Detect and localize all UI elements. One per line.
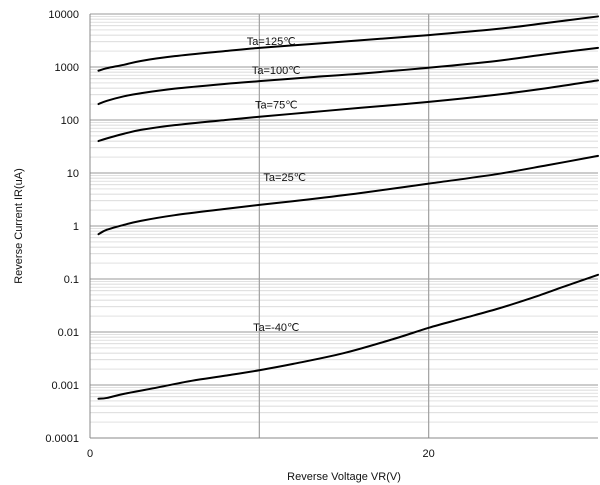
grid — [90, 13, 598, 439]
series-label-0: Ta=125℃ — [247, 36, 296, 48]
y-axis-ticks: 10000 1000 100 10 1 0.1 0.01 0.001 0.0001 — [45, 9, 79, 445]
x-axis-label: Reverse Voltage VR(V) — [287, 471, 401, 483]
series-line-4 — [97, 273, 599, 400]
series-line-1 — [97, 46, 599, 106]
series-group — [97, 15, 599, 400]
y-tick-label: 1000 — [55, 62, 79, 74]
series-line-0 — [97, 15, 599, 72]
series-line-2 — [97, 79, 599, 143]
y-tick-label: 1 — [73, 221, 79, 233]
y-tick-label: 10000 — [48, 9, 79, 21]
x-axis-ticks: 0 20 — [87, 448, 435, 460]
series-label-1: Ta=100℃ — [252, 65, 301, 77]
plot-frame — [89, 14, 598, 439]
y-tick-label: 0.001 — [51, 380, 79, 392]
y-tick-label: 100 — [61, 115, 79, 127]
series-label-4: Ta=-40℃ — [253, 322, 299, 334]
y-axis-label: Reverse Current IR(uA) — [13, 168, 25, 284]
series-label-3: Ta=25℃ — [263, 172, 306, 184]
x-tick-label: 20 — [423, 448, 435, 460]
series-line-3 — [97, 154, 599, 236]
series-labels: Ta=125℃ Ta=100℃ Ta=75℃ Ta=25℃ Ta=-40℃ — [247, 36, 306, 334]
y-tick-label: 10 — [67, 168, 79, 180]
series-label-2: Ta=75℃ — [255, 99, 298, 111]
x-tick-label: 0 — [87, 448, 93, 460]
y-tick-label: 0.1 — [64, 274, 79, 286]
y-tick-label: 0.01 — [58, 327, 79, 339]
y-tick-label: 0.0001 — [45, 433, 79, 445]
